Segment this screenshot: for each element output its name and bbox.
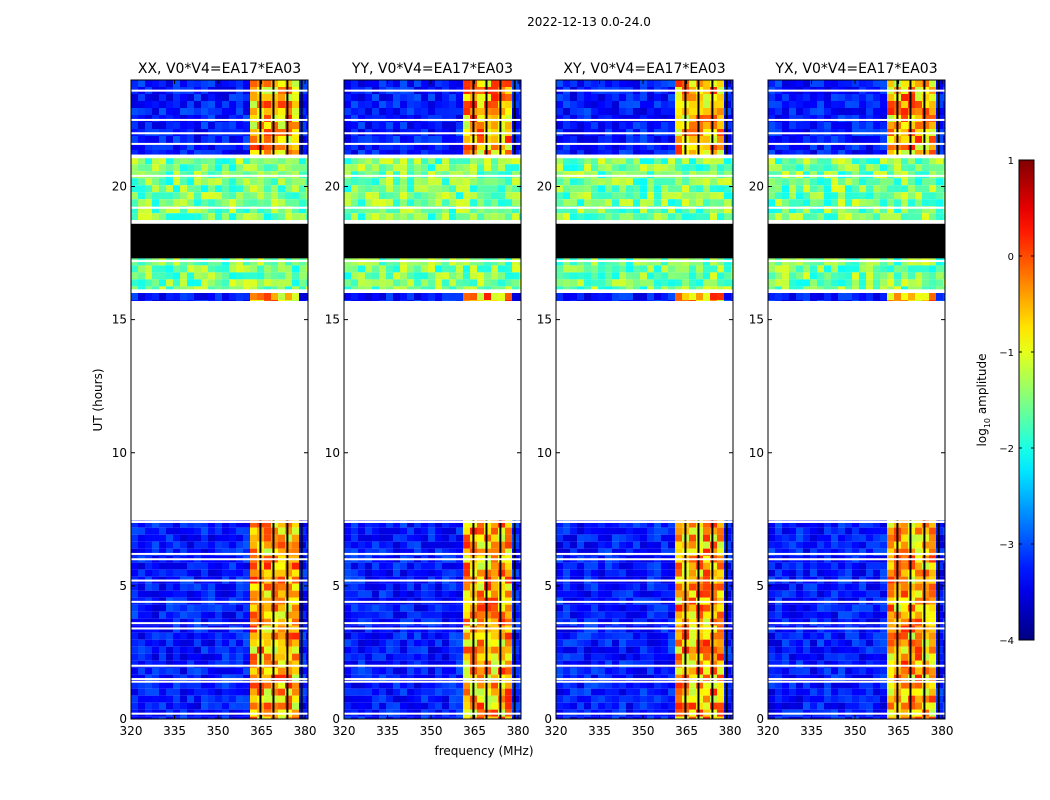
- colorbar-gradient: [1018, 159, 1035, 641]
- plot-frame: [343, 79, 522, 720]
- colorbar: −4 −3 −2 −1 0 1 log10 amplitude: [975, 156, 1035, 647]
- flagged-channel-lines: [344, 80, 521, 719]
- panel-3: XY, V0*V4=EA17*EA03 320 335 350 365 380 0 5 10 15…: [537, 61, 742, 738]
- y-tick-label: 0: [544, 712, 552, 726]
- x-tick-label: 380: [507, 724, 530, 738]
- x-tick-label: 350: [420, 724, 443, 738]
- x-tick-label: 365: [887, 724, 910, 738]
- x-tick-label: 335: [376, 724, 399, 738]
- y-tick-label: 20: [537, 180, 552, 194]
- x-tick-label: 320: [120, 724, 143, 738]
- colorbar-label-rest: amplitude: [975, 354, 989, 418]
- x-axis-label: frequency (MHz): [434, 744, 533, 758]
- x-tick-label: 350: [207, 724, 230, 738]
- x-tick-label: 380: [931, 724, 954, 738]
- x-tick-label: 335: [163, 724, 186, 738]
- y-tick-label: 5: [332, 579, 340, 593]
- panel-title: XY, V0*V4=EA17*EA03: [563, 61, 725, 77]
- y-tick-label: 10: [749, 446, 764, 460]
- panel-title: YX, V0*V4=EA17*EA03: [774, 61, 937, 77]
- panel-title: XX, V0*V4=EA17*EA03: [138, 61, 301, 77]
- y-tick-label: 10: [537, 446, 552, 460]
- y-tick-label: 20: [112, 180, 127, 194]
- y-tick-label: 0: [119, 712, 127, 726]
- y-tick-label: 15: [325, 313, 340, 327]
- y-tick-label: 20: [749, 180, 764, 194]
- x-tick-label: 365: [675, 724, 698, 738]
- x-tick-label: 350: [844, 724, 867, 738]
- colorbar-tick-label: 0: [1008, 252, 1014, 263]
- y-tick-label: 20: [325, 180, 340, 194]
- y-tick-label: 5: [544, 579, 552, 593]
- y-tick-label: 15: [112, 313, 127, 327]
- colorbar-tick-label: −2: [999, 444, 1014, 455]
- colorbar-tick-label: −4: [999, 636, 1014, 647]
- y-tick-label: 5: [756, 579, 764, 593]
- x-tick-label: 380: [294, 724, 317, 738]
- y-axis-label: UT (hours): [91, 368, 105, 431]
- y-tick-label: 0: [332, 712, 340, 726]
- flagged-channel-lines: [131, 80, 308, 719]
- plot-frame: [767, 79, 946, 720]
- x-tick-label: 320: [545, 724, 568, 738]
- colorbar-label-base: log: [975, 428, 989, 446]
- colorbar-tick-label: 1: [1008, 156, 1014, 167]
- x-tick-label: 335: [588, 724, 611, 738]
- y-tick-label: 10: [112, 446, 127, 460]
- flagged-channel-lines: [768, 80, 945, 719]
- x-tick-label: 365: [463, 724, 486, 738]
- colorbar-tick-label: −1: [999, 348, 1014, 359]
- x-tick-label: 320: [757, 724, 780, 738]
- panel-2: YY, V0*V4=EA17*EA03 320 335 350 365 380 0 5 10 15…: [325, 61, 530, 738]
- x-tick-label: 380: [719, 724, 742, 738]
- y-tick-label: 0: [756, 712, 764, 726]
- colorbar-tick-label: −3: [999, 540, 1014, 551]
- plot-frame: [130, 79, 309, 720]
- y-tick-label: 5: [119, 579, 127, 593]
- y-tick-label: 15: [749, 313, 764, 327]
- plot-frame: [555, 79, 734, 720]
- x-tick-label: 320: [333, 724, 356, 738]
- panel-4: YX, V0*V4=EA17*EA03 320 335 350 365 380 0 5 10 15…: [749, 61, 954, 738]
- colorbar-label: log10 amplitude: [975, 354, 992, 447]
- panel-title: YY, V0*V4=EA17*EA03: [351, 61, 513, 77]
- x-tick-label: 335: [800, 724, 823, 738]
- x-tick-label: 365: [250, 724, 273, 738]
- panels: XX, V0*V4=EA17*EA03 320 335 350 365 380 0 5 10 15…: [112, 61, 954, 738]
- flagged-channel-lines: [556, 80, 733, 719]
- colorbar-label-sub: 10: [983, 418, 992, 428]
- panel-1: XX, V0*V4=EA17*EA03 320 335 350 365 380 0 5 10 15…: [112, 61, 317, 738]
- y-tick-label: 10: [325, 446, 340, 460]
- x-tick-label: 350: [632, 724, 655, 738]
- y-tick-label: 15: [537, 313, 552, 327]
- figure-suptitle: 2022-12-13 0.0-24.0: [527, 15, 651, 29]
